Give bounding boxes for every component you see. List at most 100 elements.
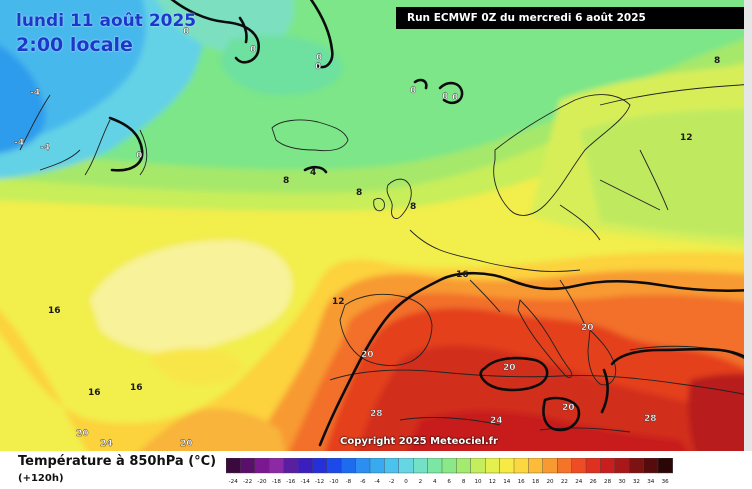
scale-tick-label: 6 [447, 479, 451, 485]
isotherm-label: 16 [48, 306, 61, 316]
isotherm-label: 12 [680, 133, 693, 143]
scale-tick-label: -24 [229, 479, 239, 485]
scale-swatch [312, 458, 328, 474]
isotherm-label: 24 [490, 416, 503, 426]
scale-swatch [485, 458, 501, 474]
scale-swatch [557, 458, 573, 474]
isotherm-label: 20 [180, 439, 193, 449]
scale-tick-label: 0 [404, 479, 408, 485]
isotherm-label: 0 [452, 93, 458, 103]
scale-tick-label: -2 [389, 479, 395, 485]
isotherm-label: 8 [356, 188, 362, 198]
scale-swatch [600, 458, 616, 474]
isotherm-label: 20 [581, 323, 594, 333]
scale-tick-label: 20 [546, 479, 554, 485]
isotherm-label: 0 [136, 151, 142, 161]
scale-tick-label: 14 [503, 479, 511, 485]
isotherm-label: 8 [714, 56, 720, 66]
isotherm-label: 20 [76, 429, 89, 439]
isotherm-label: 4 [310, 168, 316, 178]
scale-swatch [297, 458, 313, 474]
scale-tick-label: -22 [243, 479, 252, 485]
scale-swatch [355, 458, 371, 474]
isotherm-label: -4 [14, 138, 24, 148]
scale-swatch [340, 458, 357, 474]
side-border [744, 0, 752, 451]
scale-swatch [513, 458, 529, 474]
scale-tick-label: 16 [518, 479, 526, 485]
isotherm-label: 28 [370, 409, 383, 419]
scale-swatch [283, 458, 299, 474]
scale-swatch [571, 458, 587, 474]
isotherm-label: 0 [250, 45, 256, 55]
scale-tick-label: 8 [462, 479, 466, 485]
isotherm-label: 20 [503, 363, 516, 373]
scale-tick-label: -16 [286, 479, 296, 485]
isotherm-label: 8 [283, 176, 289, 186]
scale-tick-label: -6 [360, 479, 366, 485]
scale-tick-label: 30 [618, 479, 626, 485]
scale-swatch [441, 458, 457, 474]
scale-tick-label: -18 [272, 479, 282, 485]
scale-swatch [614, 458, 630, 474]
temperature-map: -4 -4 -4 0 0 0 0 0 0 0 0 4 8 8 8 8 12 12 16 16 16 16 20 20 20 20 2… [0, 0, 752, 451]
isotherm-label: 0 [410, 86, 416, 96]
scale-tick-label: -10 [329, 479, 339, 485]
scale-swatch [269, 458, 285, 474]
isotherm-label: -4 [40, 143, 50, 153]
isotherm-label: 16 [130, 383, 143, 393]
scale-swatch [585, 458, 601, 474]
model-run-banner: Run ECMWF 0Z du mercredi 6 août 2025 [396, 7, 752, 29]
scale-tick-label: 36 [662, 479, 670, 485]
isotherm-label: 24 [100, 439, 113, 449]
scale-swatch [254, 458, 270, 474]
date-line: lundi 11 août 2025 [16, 11, 197, 31]
scale-swatch [470, 458, 486, 474]
scale-tick-label: -14 [301, 479, 311, 485]
scale-swatch [629, 458, 645, 474]
scale-tick-label: -8 [346, 479, 352, 485]
scale-swatch [240, 458, 256, 474]
scale-tick-label: 18 [532, 479, 540, 485]
scale-swatch [226, 458, 241, 474]
scale-tick-label: -20 [257, 479, 267, 485]
scale-tick-label: 24 [575, 479, 583, 485]
copyright-notice: Copyright 2025 Meteociel.fr [340, 436, 498, 447]
isotherm-label: 0 [316, 53, 322, 63]
scale-tick-label: 26 [590, 479, 598, 485]
isotherms [108, 0, 752, 447]
scale-tick-label: 28 [604, 479, 612, 485]
isotherm-label: 0 [315, 62, 321, 72]
scale-tick-label: 32 [633, 479, 640, 485]
scale-tick-label: 22 [561, 479, 568, 485]
scale-swatch [326, 458, 342, 474]
scale-swatch [499, 458, 515, 474]
color-scale: -24 -22 -20 -18 -16 -14 -12 -10 -8 -6 -4 -2 0 2 4 6 8 10 1… [226, 458, 673, 485]
isotherm-label: 8 [410, 202, 416, 212]
scale-swatch [427, 458, 443, 474]
scale-swatch [643, 458, 659, 474]
legend-forecast-hour: (+120h) [18, 473, 64, 484]
isotherm-label: 16 [88, 388, 101, 398]
isotherm-label: -4 [30, 88, 40, 98]
isotherm-label: 0 [442, 92, 448, 102]
local-time-line: 2:00 locale [16, 34, 133, 56]
isotherm-label: 0 [183, 27, 189, 37]
scale-swatch [528, 458, 544, 474]
scale-tick-label: 10 [474, 479, 482, 485]
scale-tick-label: 2 [419, 479, 423, 485]
scale-tick-label: 12 [489, 479, 496, 485]
isotherm-label: 12 [332, 297, 345, 307]
isotherm-label: 28 [644, 414, 657, 424]
scale-swatch [384, 458, 400, 474]
isotherm-label: 20 [562, 403, 575, 413]
scale-tick-label: 4 [433, 479, 437, 485]
isotherm-label: 16 [456, 270, 469, 280]
scale-tick-label: -4 [374, 479, 380, 485]
scale-swatch [657, 458, 673, 474]
scale-swatch [398, 458, 414, 474]
scale-swatch [412, 458, 429, 474]
